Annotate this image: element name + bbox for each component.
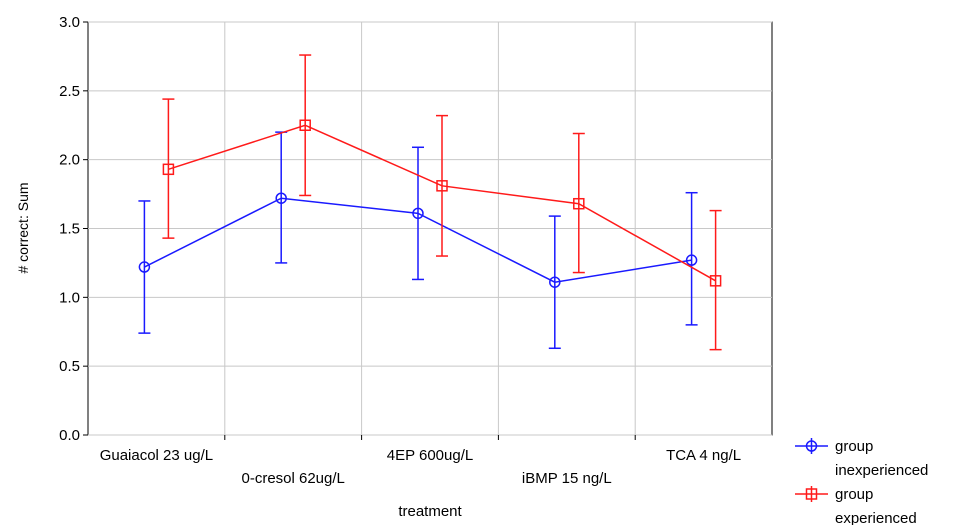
x-axis-label: treatment	[398, 503, 462, 520]
data-point	[709, 275, 722, 287]
data-point	[436, 180, 448, 192]
legend-label: group	[835, 438, 873, 455]
series-line	[168, 124, 716, 282]
legend-label: experienced	[835, 510, 917, 525]
x-tick-label: 0-cresol 62ug/L	[241, 470, 344, 487]
y-tick-label: 3.0	[59, 14, 80, 31]
x-tick-label: 4EP 600ug/L	[387, 447, 473, 464]
legend-label: group	[835, 486, 873, 503]
y-axis-label: # correct: Sum	[15, 182, 31, 273]
x-tick-label: Guaiacol 23 ug/L	[100, 447, 213, 464]
legend: group inexperienced group experienced	[795, 438, 928, 525]
x-axis: Guaiacol 23 ug/L 0-cresol 62ug/L 4EP 600ug…	[100, 435, 741, 487]
legend-marker	[805, 488, 818, 500]
y-axis: 0.0 0.5 1.0 1.5 2.0 2.5 3.0	[59, 14, 88, 444]
legend-item: group inexperienced	[795, 438, 928, 479]
y-tick-label: 1.0	[59, 289, 80, 306]
data-point	[138, 261, 151, 273]
y-tick-label: 2.0	[59, 152, 80, 169]
y-tick-label: 2.5	[59, 83, 80, 100]
data-point	[573, 197, 585, 210]
series-line	[144, 197, 692, 283]
data-point	[549, 276, 561, 288]
x-tick-label: iBMP 15 ng/L	[522, 470, 612, 487]
data-point	[299, 119, 311, 131]
data-point	[412, 207, 424, 220]
data-point	[162, 163, 175, 176]
legend-item: group experienced	[795, 486, 917, 525]
y-tick-label: 1.5	[59, 221, 80, 238]
grid	[88, 21, 772, 436]
series-inexperienced	[138, 131, 698, 350]
legend-label: inexperienced	[835, 462, 928, 479]
y-tick-label: 0.5	[59, 358, 80, 375]
data-point	[685, 254, 698, 266]
legend-marker	[805, 440, 818, 452]
x-tick-label: TCA 4 ng/L	[666, 447, 741, 464]
y-tick-label: 0.0	[59, 427, 80, 444]
data-point	[275, 192, 287, 204]
series-layer	[138, 54, 722, 351]
series-experienced	[162, 54, 722, 351]
